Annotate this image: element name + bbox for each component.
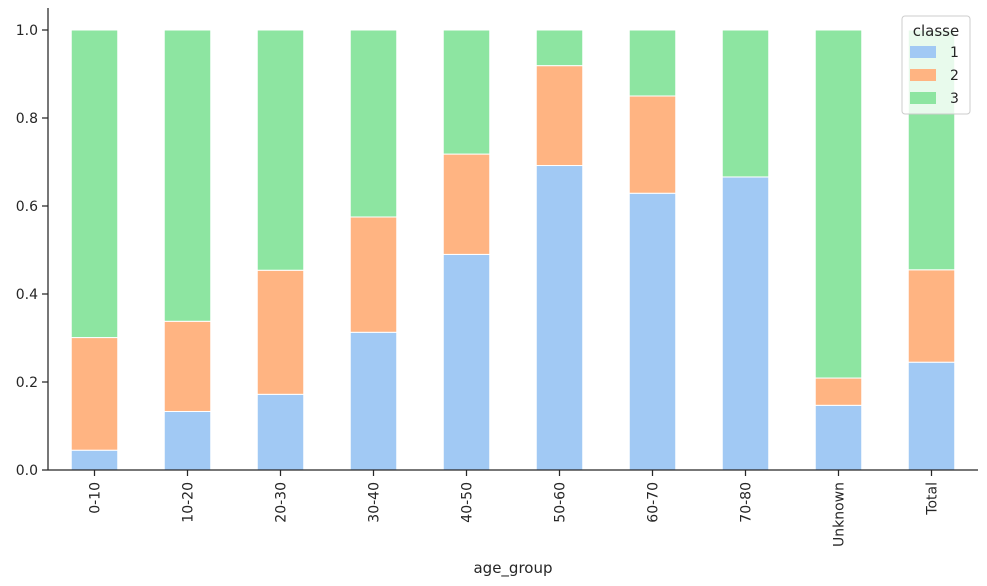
legend-swatch-1 bbox=[910, 46, 936, 58]
bar-segment-40-50-series-2 bbox=[442, 153, 491, 255]
bar-segment-unknown-series-3 bbox=[814, 29, 863, 379]
bar-segment-50-60-series-1 bbox=[535, 165, 584, 471]
bar-segment-0-10-series-2 bbox=[70, 337, 119, 451]
bar-segment-60-70-series-2 bbox=[628, 95, 677, 194]
legend: classe 1 2 3 bbox=[901, 15, 971, 115]
x-tick-label: 30-40 bbox=[367, 482, 383, 523]
x-tick-label: 0-10 bbox=[88, 482, 104, 514]
x-tick-label: 40-50 bbox=[460, 482, 476, 523]
bar-segment-10-20-series-2 bbox=[163, 320, 212, 412]
x-tick-label: 20-30 bbox=[274, 482, 290, 523]
bar-segment-unknown-series-2 bbox=[814, 377, 863, 406]
bar-segment-30-40-series-3 bbox=[349, 29, 398, 218]
bar-segment-30-40-series-2 bbox=[349, 216, 398, 333]
y-tick-label: 0.2 bbox=[16, 375, 38, 391]
y-ticks-group: 0.0 0.2 0.4 0.6 0.8 1.0 bbox=[16, 23, 48, 479]
y-tick-label: 0.6 bbox=[16, 199, 38, 215]
x-tick-label: Unknown bbox=[832, 482, 848, 547]
bar-segment-50-60-series-2 bbox=[535, 65, 584, 167]
y-tick-label: 0.0 bbox=[16, 463, 38, 479]
bars-group bbox=[70, 29, 956, 471]
legend-box bbox=[901, 15, 971, 115]
bar-segment-70-80-series-1 bbox=[721, 176, 770, 471]
legend-swatch-2 bbox=[910, 69, 936, 81]
bar-segment-20-30-series-3 bbox=[256, 29, 305, 271]
bar-segment-20-30-series-1 bbox=[256, 393, 305, 471]
y-tick-label: 0.8 bbox=[16, 111, 38, 127]
bar-segment-20-30-series-2 bbox=[256, 269, 305, 395]
x-tick-label: 60-70 bbox=[646, 482, 662, 523]
bar-segment-total-series-1 bbox=[907, 361, 956, 471]
legend-label-1: 1 bbox=[950, 45, 959, 61]
bar-segment-60-70-series-1 bbox=[628, 192, 677, 471]
bar-segment-30-40-series-1 bbox=[349, 331, 398, 471]
x-ticks-group: 0-10 10-20 20-30 30-40 40-50 50-60 60-70 70-80 U… bbox=[88, 470, 941, 547]
bar-segment-40-50-series-3 bbox=[442, 29, 491, 155]
bar-segment-40-50-series-1 bbox=[442, 253, 491, 471]
bar-segment-10-20-series-1 bbox=[163, 410, 212, 471]
legend-items: 1 2 3 bbox=[910, 45, 959, 107]
legend-title: classe bbox=[913, 22, 959, 40]
legend-label-3: 3 bbox=[950, 91, 959, 107]
x-tick-label: Total bbox=[925, 482, 941, 516]
bar-segment-0-10-series-3 bbox=[70, 29, 119, 339]
bar-segment-10-20-series-3 bbox=[163, 29, 212, 322]
x-tick-label: 70-80 bbox=[739, 482, 755, 523]
bar-segment-60-70-series-3 bbox=[628, 29, 677, 97]
axes-group bbox=[47, 8, 978, 471]
y-tick-label: 0.4 bbox=[16, 287, 38, 303]
legend-label-2: 2 bbox=[950, 68, 959, 84]
bar-segment-50-60-series-3 bbox=[535, 29, 584, 67]
bar-segment-70-80-series-3 bbox=[721, 29, 770, 178]
legend-swatch-3 bbox=[910, 92, 936, 104]
x-tick-label: 50-60 bbox=[553, 482, 569, 523]
bar-segment-unknown-series-1 bbox=[814, 404, 863, 471]
bar-segment-0-10-series-1 bbox=[70, 449, 119, 471]
bar-segment-total-series-2 bbox=[907, 269, 956, 363]
x-tick-label: 10-20 bbox=[181, 482, 197, 523]
x-axis-label: age_group bbox=[473, 559, 552, 578]
y-tick-label: 1.0 bbox=[16, 23, 38, 39]
